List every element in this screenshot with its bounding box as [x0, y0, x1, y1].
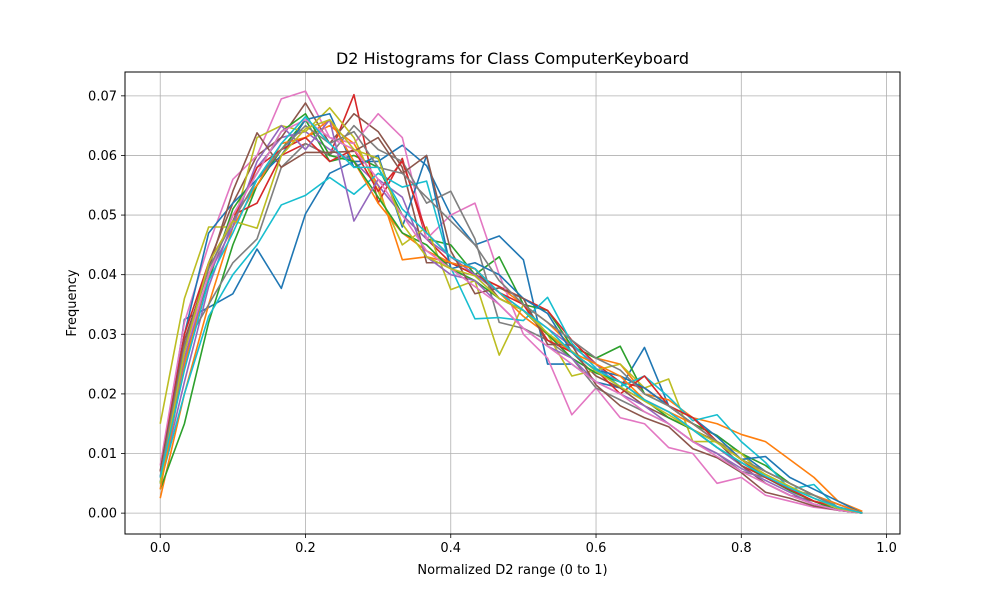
x-tick-label: 0.6 — [586, 541, 607, 556]
grid-lines — [125, 72, 900, 534]
y-axis-ticks: 0.00 0.01 0.02 0.03 0.04 0.05 0.06 0.07 — [88, 89, 125, 522]
series-line-8 — [159, 124, 863, 514]
plot-frame — [124, 71, 901, 535]
series-line-19 — [159, 118, 863, 514]
series-line-17 — [159, 118, 863, 514]
series-line-10 — [159, 172, 863, 514]
x-tick-label: 0.2 — [295, 541, 316, 556]
series-line-20 — [159, 115, 863, 514]
x-tick-label: 0.4 — [440, 541, 461, 556]
y-tick-label: 0.01 — [88, 447, 117, 462]
y-tick-label: 0.02 — [88, 387, 117, 402]
x-tick-label: 1.0 — [876, 541, 897, 556]
y-tick-label: 0.00 — [88, 507, 117, 522]
y-tick-label: 0.07 — [88, 89, 117, 104]
x-axis-ticks: 0.0 0.2 0.4 0.6 0.8 1.0 — [150, 534, 897, 556]
y-tick-label: 0.05 — [88, 209, 117, 224]
chart-title: D2 Histograms for Class ComputerKeyboard — [336, 49, 689, 68]
y-tick-label: 0.04 — [88, 268, 117, 283]
series-line-9 — [159, 106, 863, 514]
x-tick-label: 0.0 — [150, 541, 171, 556]
series-line-6 — [159, 102, 863, 514]
x-tick-label: 0.8 — [731, 541, 752, 556]
series-line-11 — [159, 112, 863, 514]
plot-lines — [159, 90, 863, 514]
y-axis-label: Frequency — [65, 269, 80, 336]
x-axis-label: Normalized D2 range (0 to 1) — [417, 563, 607, 578]
y-tick-label: 0.06 — [88, 149, 117, 164]
y-tick-label: 0.03 — [88, 328, 117, 343]
